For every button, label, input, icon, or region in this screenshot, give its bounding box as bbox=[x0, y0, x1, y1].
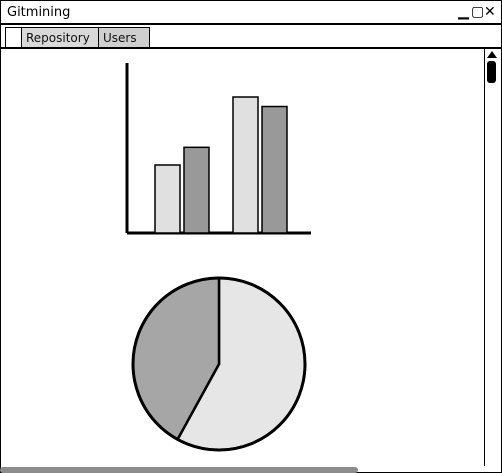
main-content bbox=[3, 49, 485, 466]
vertical-scrollbar[interactable] bbox=[484, 49, 499, 466]
tab-bar: Repository Users bbox=[1, 25, 501, 49]
tab-spacer bbox=[5, 27, 21, 47]
bar-1-0 bbox=[232, 96, 259, 234]
maximize-icon[interactable]: ▢ bbox=[471, 4, 485, 20]
minimize-icon[interactable]: ▁ bbox=[458, 4, 469, 20]
bar-0-1 bbox=[183, 146, 210, 234]
title-bar[interactable]: Gitmining ▁ ▢ ✕ bbox=[1, 1, 501, 25]
tab-repository[interactable]: Repository bbox=[21, 27, 99, 47]
pie-outline bbox=[131, 276, 307, 452]
bar-1-1 bbox=[261, 105, 288, 234]
window-title: Gitmining bbox=[7, 5, 71, 20]
charts-canvas bbox=[125, 63, 311, 452]
close-icon[interactable]: ✕ bbox=[484, 4, 496, 20]
bar-0-0 bbox=[154, 164, 181, 234]
scrollbar-thumb[interactable] bbox=[487, 61, 496, 83]
scroll-up-icon[interactable] bbox=[487, 51, 497, 58]
horizontal-scrollbar[interactable] bbox=[0, 467, 358, 473]
tab-users[interactable]: Users bbox=[98, 27, 150, 47]
window-controls: ▁ ▢ ✕ bbox=[458, 3, 496, 21]
